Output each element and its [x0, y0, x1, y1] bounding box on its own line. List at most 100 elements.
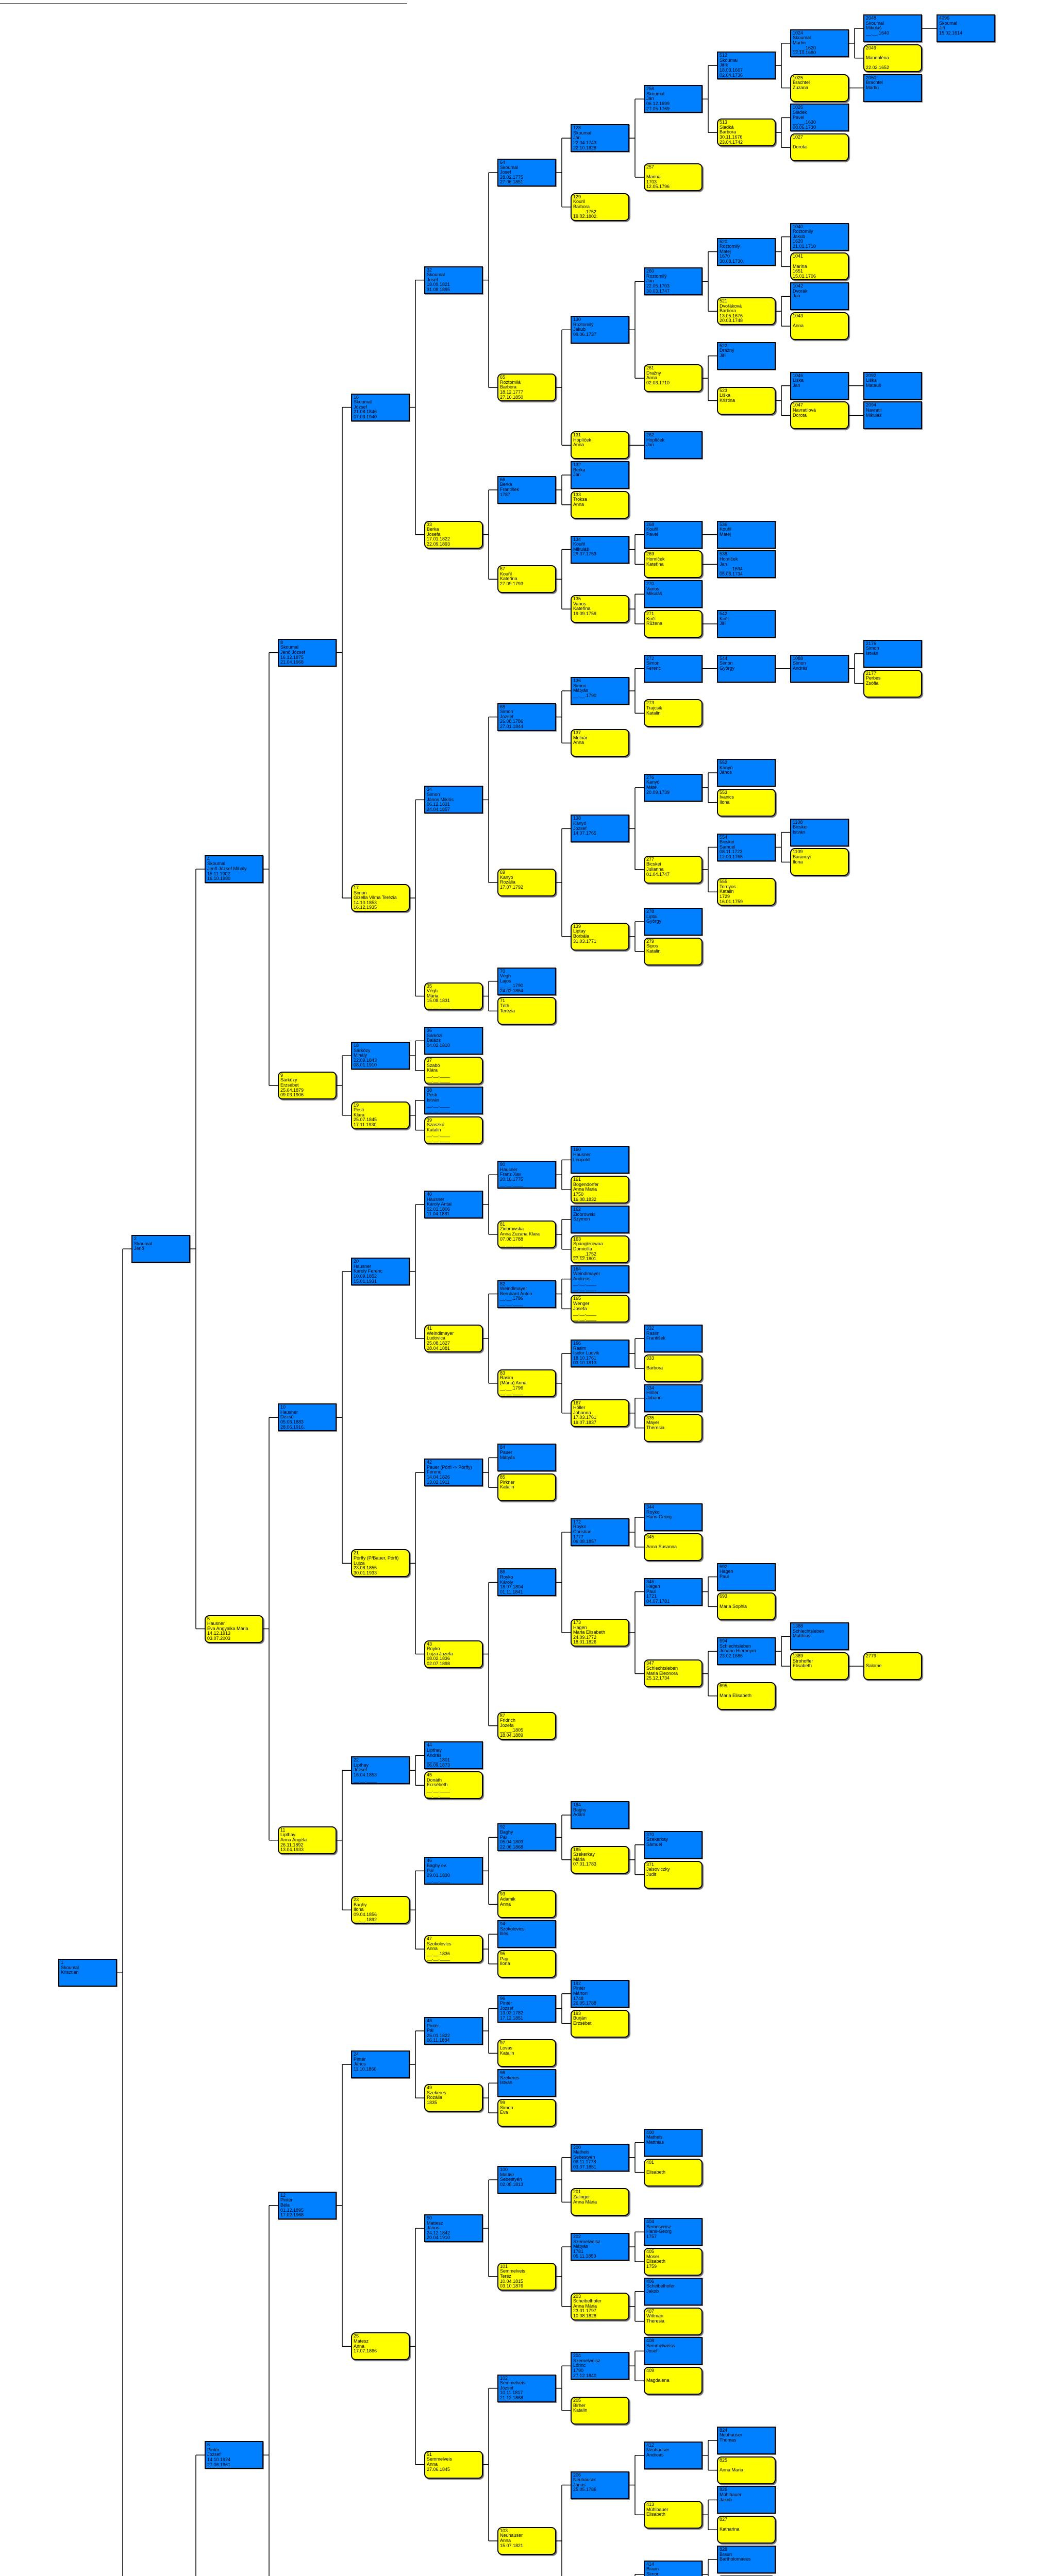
- person-box-10[interactable]: 10 Hausner Dezső 05.06.1883 28.06.1916.: [278, 1403, 337, 1432]
- person-box-40[interactable]: 40 Hausner Károly Antal 02.01.1806 11.04.188…: [424, 1191, 483, 1219]
- person-box-400[interactable]: 400 Matheis Matthias: [644, 2128, 703, 2157]
- person-box-71[interactable]: 71 Tóth Terézia: [497, 997, 556, 1025]
- person-box-262[interactable]: 262 Hoplíček Jan: [644, 431, 703, 460]
- person-box-64[interactable]: 64 Skoumal Josef 28.02.1775 27.06.1851: [497, 158, 556, 187]
- person-box-827[interactable]: 827 Katharina: [717, 2516, 776, 2544]
- person-box-268[interactable]: 268 Kouřil Pavel: [644, 520, 703, 549]
- person-box-103[interactable]: 103 Neuhauser Anna 15.07.1821: [497, 2527, 556, 2555]
- person-box-2050[interactable]: 2050 Brachtel Martin: [863, 74, 922, 102]
- person-box-45[interactable]: 45 Donáth Erzsébeth __.__.____ __.__.____: [424, 1771, 483, 1800]
- person-box-407[interactable]: 407 Wittman Theresia: [644, 2307, 703, 2335]
- person-box-414[interactable]: 414BraunSimon12.10.176302.03.1830: [644, 2560, 703, 2576]
- person-box-129[interactable]: 129 Kouril Barbora __.__.1752 19.02.1802.: [571, 193, 629, 221]
- person-box-401[interactable]: 401 Elisabeth: [644, 2158, 703, 2187]
- person-box-2092[interactable]: 2092 Liška Matauš: [863, 371, 922, 400]
- person-box-48[interactable]: 48 Pintér Pál 25.01.1822 06.11.1884: [424, 2017, 483, 2045]
- person-box-6[interactable]: 6 Pintér Jozsef 14.10.1924 27.06.1961: [205, 2441, 263, 2469]
- person-box-1043[interactable]: 1043 Anna: [790, 312, 849, 340]
- person-box-826[interactable]: 826 Mühlbauer Jakob: [717, 2486, 776, 2514]
- person-box-1388[interactable]: 1388 Schlechtsleben Matthias: [790, 1622, 849, 1651]
- person-box-87[interactable]: 87 Fridrich Jozefa __.__.1805 18.04.1889: [497, 1711, 556, 1740]
- person-box-273[interactable]: 273 Trajcsik Katalin: [644, 699, 703, 727]
- person-box-193[interactable]: 193 Burján Erzsébet: [571, 2009, 629, 2038]
- person-box-522[interactable]: 522 Dražný Jiří: [717, 342, 776, 370]
- person-box-95[interactable]: 95 Pap Ilona: [497, 1950, 556, 1978]
- person-box-1088[interactable]: 1088 Simon András: [790, 654, 849, 683]
- person-box-185[interactable]: 185 Szekerkay Mária 07.01.1783: [571, 1845, 629, 1874]
- person-box-98[interactable]: 98 Szekeres István: [497, 2069, 556, 2097]
- person-box-86[interactable]: 86 Royko Károly 18.07.1804 01.11.1841: [497, 1568, 556, 1597]
- person-box-173[interactable]: 173 Hagen Maria Elisabeth 24.09.1772 18.01.1…: [571, 1618, 629, 1647]
- person-box-23[interactable]: 23 Baghy Ilona 09.04.1856 __.__.1892: [351, 1896, 410, 1924]
- person-box-128[interactable]: 128 Skoumal Jan 22.04.1743 22.10.1828: [571, 124, 629, 152]
- person-box-20[interactable]: 20 Hausner Karoly Ferenc 10.09.1852 15.01.19…: [351, 1258, 410, 1286]
- person-box-1047[interactable]: 1047 Navratilová Dorota: [790, 401, 849, 430]
- person-box-271[interactable]: 271 Kočí Růžena: [644, 610, 703, 638]
- person-box-102[interactable]: 102 Semmelveis József 10.11.1817 21.12.1868: [497, 2374, 556, 2402]
- person-box-334[interactable]: 334 Höller Johann: [644, 1384, 703, 1412]
- person-box-512[interactable]: 512 Skoumal Jiřík 18.03.1667 02.04.1736: [717, 52, 776, 80]
- person-box-269[interactable]: 269 Homíček Kateřina: [644, 550, 703, 579]
- person-box-408[interactable]: 408 Semmelweiss Josef: [644, 2337, 703, 2365]
- person-box-96[interactable]: 96 Pintér Jozsef 13.03.1782 17.12.1851: [497, 1994, 556, 2023]
- person-box-2048[interactable]: 2048 Skoumal Mikuláš __.__.1640: [863, 14, 922, 42]
- person-box-49[interactable]: 49 Szekeres Rozália 1835: [424, 2084, 483, 2112]
- person-box-555[interactable]: 555 Tornyos Katalin 1729 16.01.1759: [717, 878, 776, 906]
- person-box-694[interactable]: 694 Schlechtsleben Johann Hieronym 23.02.16…: [717, 1637, 776, 1666]
- person-box-554[interactable]: 554 Bicskei Samuel 08.11.1722 12.03.1765: [717, 833, 776, 861]
- person-box-347[interactable]: 347 Schlechtsleben Maria Eleonora 25.12.173…: [644, 1659, 703, 1688]
- person-box-2[interactable]: 2 Skoumal Jenő: [131, 1235, 190, 1263]
- person-box-552[interactable]: 552 Kanyó János: [717, 759, 776, 787]
- person-box-2049[interactable]: 2049 Mandaléna 22.02.1652: [863, 44, 922, 72]
- person-box-4[interactable]: 4 Skoumal Jenő József Mihály 15.11.1902 16.1…: [205, 855, 263, 883]
- person-box-344[interactable]: 344 Royko Hans-Georg: [644, 1503, 703, 1531]
- person-box-1027[interactable]: 1027 Dorota: [790, 133, 849, 162]
- person-box-1025[interactable]: 1025 Brachtel Zuzana: [790, 74, 849, 102]
- person-box-1046[interactable]: 1046 Liška Jan: [790, 371, 849, 400]
- person-box-19[interactable]: 19 Pesti Klára 25.07.1845 17.11.1930: [351, 1101, 410, 1129]
- person-box-200[interactable]: 200 Matheis Sebestyén 06.11.1778 03.07.1851: [571, 2143, 629, 2172]
- person-box-43[interactable]: 43 Royko Lujza Jozefa 08.02.1836 02.07.1898: [424, 1640, 483, 1668]
- person-box-99[interactable]: 99 Simon Éva: [497, 2099, 556, 2127]
- person-box-37[interactable]: 37 Szabó Klára __.__.____ __.__.____: [424, 1057, 483, 1084]
- person-box-101[interactable]: 101 Semmelveis Teréz 10.04.1815 03.10.1876: [497, 2262, 556, 2291]
- person-box-5[interactable]: 5 Hausner Éva Angyalka Mária 14.12.1913 03.0…: [205, 1615, 263, 1643]
- person-box-9[interactable]: 9 Sárközy Erzsébet 25.04.1879 09.03.1906: [278, 1071, 337, 1099]
- person-box-42[interactable]: 42 Pauer (Pórfi -> Pórffy) Ferenc 14.04.182…: [424, 1459, 483, 1487]
- person-box-66[interactable]: 66 Berka František 1787: [497, 476, 556, 504]
- person-box-51[interactable]: 51 Semmelveis Anna 27.06.1845: [424, 2450, 483, 2479]
- person-box-1042[interactable]: 1042 Dvorák Jan: [790, 282, 849, 311]
- person-box-203[interactable]: 203 Scheibelhofer Anna Mária 23.01.1797 10.0…: [571, 2292, 629, 2320]
- person-box-260[interactable]: 260 Roztomilý Jan 22.05.1703 30.03.1747: [644, 267, 703, 296]
- person-box-163[interactable]: 163 Spanglerowna Domicilla __.__.1752 27.12.…: [571, 1235, 629, 1263]
- person-box-92[interactable]: 92 Baghy Pál 05.04.1803 22.06.1868: [497, 1823, 556, 1852]
- person-box-25[interactable]: 25 Matesz Anna 17.07.1866: [351, 2332, 410, 2361]
- person-box-100[interactable]: 100 Mattisz Sebestyén 02.08.1813: [497, 2166, 556, 2194]
- person-box-11[interactable]: 11 Lipthay Anna Angéla 26.11.1892 13.04.1933: [278, 1826, 337, 1854]
- person-box-544[interactable]: 544 Simon György: [717, 654, 776, 683]
- person-box-272[interactable]: 272 Simon Ferenc: [644, 654, 703, 683]
- person-box-160[interactable]: 160 Hausner Leopold: [571, 1146, 629, 1174]
- person-box-132[interactable]: 132 Berka Jan: [571, 461, 629, 489]
- person-box-192[interactable]: 192 Pintér Márton 1748 26.05.1788: [571, 1979, 629, 2008]
- person-box-1108[interactable]: 1108 Bicskei István: [790, 818, 849, 846]
- person-box-513[interactable]: 513 Sladká Barbora 30.11.1676 23.04.1742: [717, 118, 776, 147]
- person-box-32[interactable]: 32 Skoumal Josef 18.09.1821 31.08.1895: [424, 266, 483, 294]
- person-box-825[interactable]: 825 Anna Maria: [717, 2456, 776, 2484]
- person-box-346[interactable]: 346 Hagen Paul 1721 04.07.1781: [644, 1578, 703, 1606]
- person-box-371[interactable]: 371 Jalsoviczky Judit: [644, 1860, 703, 1889]
- person-box-1109[interactable]: 1109 Barancyi Ilona: [790, 848, 849, 876]
- person-box-201[interactable]: 201 Zalinger Anna Mária: [571, 2188, 629, 2216]
- person-box-538[interactable]: 538 Homíček Jan __.__.1694 05.06.1734: [717, 550, 776, 579]
- person-box-404[interactable]: 404 Semelweisz Hans-Georg 1757: [644, 2218, 703, 2246]
- person-box-165[interactable]: 165 Wenger Josefa __.__.____ __.__.____: [571, 1295, 629, 1323]
- person-box-270[interactable]: 270 Vanos Mikuláš: [644, 580, 703, 608]
- person-box-83[interactable]: 83 Rasim (Mária) Anna __.__.1796 __.__.____: [497, 1369, 556, 1397]
- person-box-277[interactable]: 277 Bicskei Julianna 01.04.1747: [644, 855, 703, 884]
- person-box-136[interactable]: 136 Simon Mátyás __.__.1790: [571, 677, 629, 705]
- person-box-164[interactable]: 164 Weindlmayer Andreas __.__.____ __.__.___…: [571, 1265, 629, 1293]
- person-box-131[interactable]: 131 Hoplíček Anna: [571, 431, 629, 460]
- person-box-35[interactable]: 35 Végh Mária 15.08.1831 __.__.____: [424, 982, 483, 1010]
- person-box-345[interactable]: 345 Anna Susanna: [644, 1533, 703, 1561]
- person-box-166[interactable]: 166 Rasim Isidor Ludvik 18.10.1761 03.10.181…: [571, 1340, 629, 1368]
